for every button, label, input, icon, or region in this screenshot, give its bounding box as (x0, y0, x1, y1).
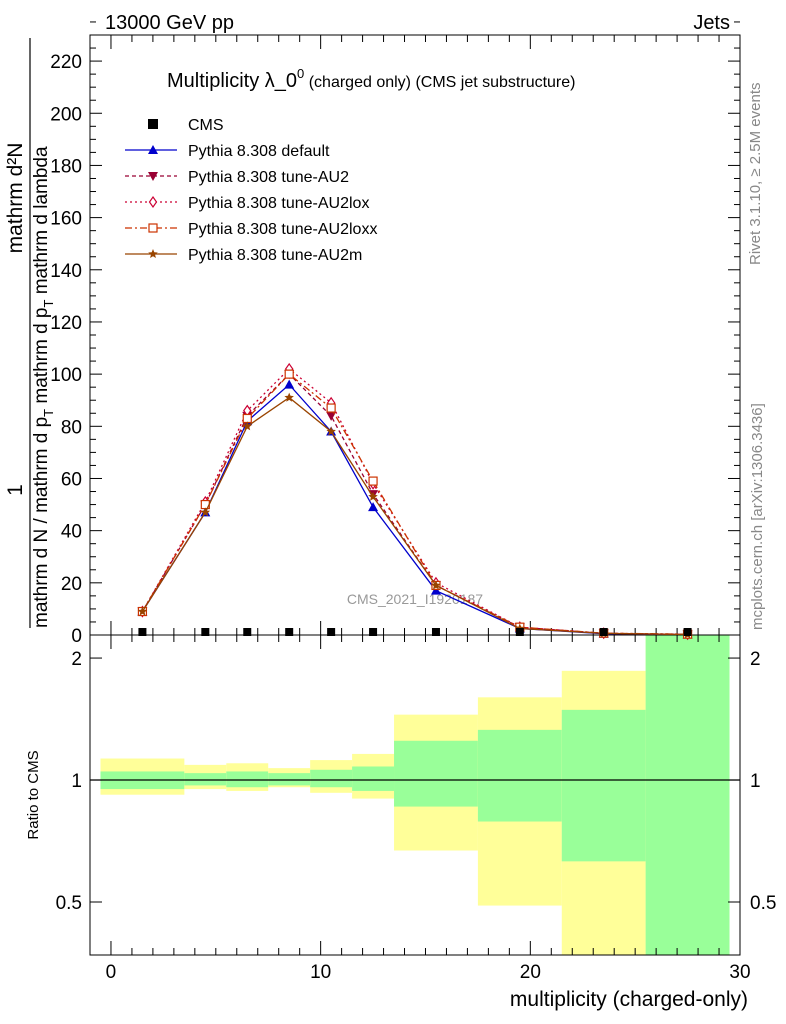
y-tick-label: 200 (50, 104, 82, 125)
y-label-numerator-main: mathrm d²N (4, 143, 27, 254)
legend-item: Pythia 8.308 tune-AU2loxx (125, 221, 377, 238)
y-tick-label: 140 (50, 261, 82, 282)
marker-square (242, 413, 252, 424)
ratio-y-label: Ratio to CMS (25, 750, 42, 839)
marker-triangle-down (148, 172, 158, 181)
ratio-tick-label: 0.5 (56, 893, 82, 914)
band-inner (352, 766, 395, 791)
legend-item: Pythia 8.308 tune-AU2 (125, 169, 349, 186)
ratio-tick-label: 2 (71, 649, 82, 670)
x-tick-label: 30 (729, 962, 750, 983)
y-tick-label: 40 (61, 522, 82, 543)
ratio-frame (89, 634, 741, 956)
marker-star (242, 421, 252, 431)
header-left: 13000 GeV pp (105, 12, 234, 34)
band-inner (394, 740, 478, 807)
series-line (141, 396, 688, 636)
y-tick-label: 80 (61, 417, 82, 438)
marker-square-filled (431, 628, 440, 636)
mcplots-label: mcplots.cern.ch [arXiv:1306.3436] (749, 403, 766, 630)
x-tick-label: 20 (520, 962, 541, 983)
marker-diamond (148, 195, 158, 209)
y-label-numerator: 1 (4, 484, 27, 496)
marker-triangle-down (326, 411, 337, 421)
legend-item: Pythia 8.308 tune-AU2lox (125, 195, 369, 212)
legend-label: Pythia 8.308 tune-AU2loxx (188, 221, 377, 238)
marker-square (326, 403, 336, 413)
axes: 0 20 40 60 80 100 120 140 160 180 200 220 0 10 20 30 0.5… (50, 21, 776, 983)
x-tick-label: 0 (106, 962, 117, 983)
y-tick-label: 100 (50, 365, 82, 386)
marker-square-filled (599, 628, 608, 636)
legend: CMS Pythia 8.308 default Pythia 8.308 tune… (125, 117, 377, 264)
marker-square-filled (369, 628, 378, 636)
chart-title: Multiplicity λ_00 (charged only) (CMS je… (167, 66, 575, 92)
marker-triangle-up (368, 502, 379, 512)
y-tick-label: 0 (71, 626, 82, 647)
band-inner (477, 729, 562, 822)
ratio-tick-label-right: 1 (750, 771, 761, 792)
ratio-tick-label-right: 2 (750, 649, 761, 670)
y-tick-label: 120 (50, 313, 82, 334)
series-line (141, 373, 688, 635)
marker-triangle-up (284, 379, 295, 389)
marker-star (137, 606, 148, 616)
marker-square-filled (327, 628, 336, 636)
marker-star (200, 507, 211, 517)
legend-label: Pythia 8.308 tune-AU2lox (188, 195, 369, 212)
uncertainty-bands (100, 635, 730, 955)
band-inner (268, 773, 311, 786)
y-label-denominator: mathrm d N / mathrm d pT mathrm d pT mat… (31, 146, 56, 628)
band-inner (184, 773, 227, 786)
series-layer (137, 362, 693, 641)
marker-square-filled (138, 628, 147, 636)
marker-star (148, 249, 158, 258)
y-tick-label: 20 (61, 574, 82, 595)
ratio-tick-label: 1 (71, 771, 82, 792)
legend-item: CMS (148, 117, 224, 134)
marker-square-filled (515, 628, 524, 636)
watermark: CMS_2021_I1920187 (347, 591, 483, 607)
y-tick-label: 180 (50, 156, 82, 177)
marker-square (148, 223, 158, 233)
marker-star (326, 426, 336, 436)
marker-square-filled (683, 628, 692, 636)
marker-square-filled (243, 628, 252, 636)
marker-square-filled (201, 628, 210, 636)
y-tick-label: 220 (50, 52, 82, 73)
legend-item: Pythia 8.308 default (125, 143, 330, 160)
band-inner (310, 769, 353, 788)
legend-label: Pythia 8.308 tune-AU2 (188, 169, 349, 186)
marker-square-filled (148, 119, 158, 129)
legend-label: CMS (188, 117, 224, 134)
ratio-tick-label-right: 0.5 (750, 893, 776, 914)
marker-square-filled (285, 628, 294, 636)
x-tick-label: 10 (310, 962, 331, 983)
legend-item: Pythia 8.308 tune-AU2m (125, 247, 362, 264)
band-inner (226, 771, 269, 788)
marker-star (284, 392, 294, 402)
legend-label: Pythia 8.308 tune-AU2m (188, 247, 362, 264)
y-tick-label: 60 (61, 469, 82, 490)
marker-triangle-up (148, 145, 158, 154)
band-inner (645, 635, 730, 955)
y-tick-label: 160 (50, 209, 82, 230)
marker-square (284, 369, 294, 379)
y-axis-label: 1 mathrm d²N mathrm d N / mathrm d pT ma… (4, 38, 56, 628)
legend-label: Pythia 8.308 default (188, 143, 330, 160)
series-cms (138, 628, 692, 636)
rivet-label: Rivet 3.1.10, ≥ 2.5M events (747, 83, 764, 266)
marker-star (431, 580, 441, 590)
x-axis-label: multiplicity (charged-only) (510, 988, 748, 1011)
marker-square (368, 476, 378, 486)
marker-star (368, 491, 378, 501)
band-inner (561, 709, 646, 862)
header-right: Jets (693, 12, 730, 34)
